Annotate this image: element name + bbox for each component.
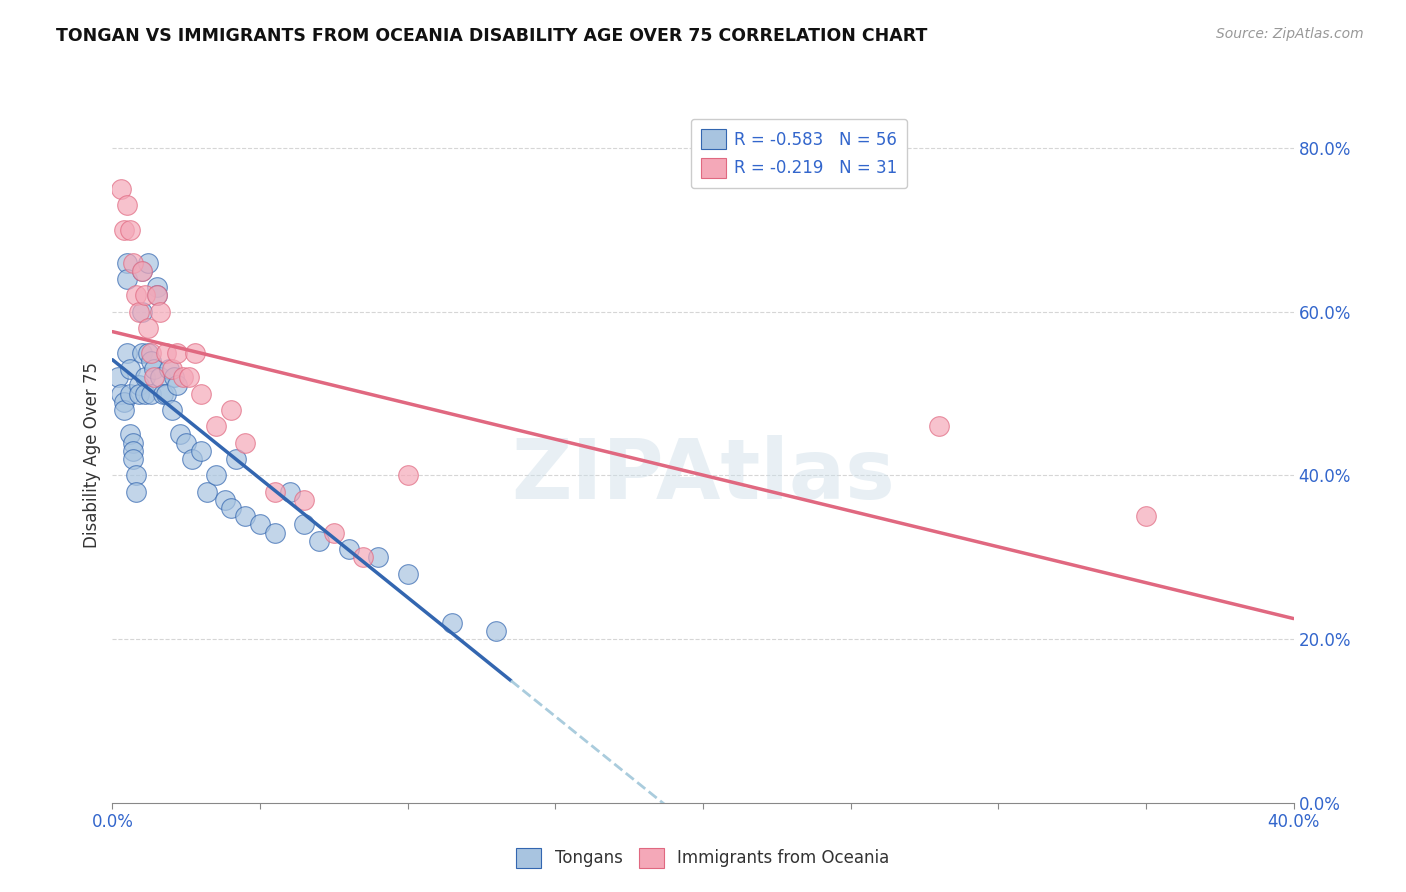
Point (117, 345, 138, 359)
Point (166, 345, 188, 359)
Point (181, 452, 204, 467)
Point (134, 288, 156, 302)
Legend: R = -0.583   N = 56, R = -0.219   N = 31: R = -0.583 N = 56, R = -0.219 N = 31 (690, 119, 907, 188)
Point (117, 272, 138, 286)
Point (160, 403, 183, 417)
Point (142, 370, 165, 384)
Point (120, 223, 142, 237)
Point (120, 362, 142, 376)
Point (131, 264, 153, 278)
Point (172, 370, 194, 384)
Point (142, 362, 165, 376)
Point (214, 492, 236, 507)
Point (160, 362, 183, 376)
Point (146, 288, 169, 302)
Point (122, 452, 145, 467)
Point (166, 378, 188, 392)
Point (139, 353, 162, 368)
Point (112, 223, 135, 237)
Point (107, 370, 129, 384)
Point (219, 403, 242, 417)
Point (323, 525, 346, 540)
Point (122, 443, 145, 458)
Point (131, 345, 153, 359)
Point (131, 304, 153, 318)
Point (110, 182, 132, 196)
Point (337, 542, 360, 557)
Point (264, 484, 287, 499)
Point (155, 345, 177, 359)
Point (292, 492, 315, 507)
Point (139, 345, 162, 359)
Point (169, 427, 191, 442)
Point (396, 468, 419, 483)
Point (441, 615, 464, 630)
Text: ZIPAtlas: ZIPAtlas (510, 435, 896, 516)
Point (117, 198, 138, 212)
Point (128, 304, 150, 318)
Point (219, 501, 242, 516)
Point (233, 435, 256, 450)
Point (225, 452, 247, 467)
Y-axis label: Disability Age Over 75: Disability Age Over 75 (83, 362, 101, 548)
Point (152, 386, 174, 401)
Point (136, 255, 159, 269)
Point (205, 419, 228, 434)
Point (128, 378, 150, 392)
Point (136, 321, 159, 335)
Point (195, 484, 218, 499)
Point (190, 386, 212, 401)
Point (352, 550, 374, 565)
Point (157, 362, 180, 376)
Point (134, 386, 156, 401)
Point (233, 509, 256, 524)
Point (134, 370, 156, 384)
Point (163, 370, 186, 384)
Point (205, 468, 228, 483)
Point (292, 517, 315, 532)
Point (146, 288, 169, 302)
Point (179, 370, 201, 384)
Point (249, 517, 271, 532)
Point (125, 468, 148, 483)
Point (174, 435, 197, 450)
Point (139, 386, 162, 401)
Point (396, 566, 419, 581)
Point (117, 255, 138, 269)
Point (149, 304, 172, 318)
Point (112, 403, 135, 417)
Point (110, 386, 132, 401)
Point (190, 443, 212, 458)
Point (122, 255, 145, 269)
Point (264, 525, 287, 540)
Point (184, 345, 207, 359)
Point (155, 386, 177, 401)
Point (125, 288, 148, 302)
Text: TONGAN VS IMMIGRANTS FROM OCEANIA DISABILITY AGE OVER 75 CORRELATION CHART: TONGAN VS IMMIGRANTS FROM OCEANIA DISABI… (56, 27, 928, 45)
Point (131, 264, 153, 278)
Point (308, 533, 330, 548)
Point (120, 386, 142, 401)
Point (146, 280, 169, 294)
Point (367, 550, 389, 565)
Point (1135, 509, 1157, 524)
Point (120, 427, 142, 442)
Point (128, 386, 150, 401)
Point (125, 484, 148, 499)
Legend: Tongans, Immigrants from Oceania: Tongans, Immigrants from Oceania (509, 841, 897, 875)
Point (928, 419, 950, 434)
Text: Source: ZipAtlas.com: Source: ZipAtlas.com (1216, 27, 1364, 41)
Point (136, 345, 159, 359)
Point (149, 370, 172, 384)
Point (278, 484, 301, 499)
Point (112, 394, 135, 409)
Point (122, 435, 145, 450)
Point (485, 624, 508, 638)
